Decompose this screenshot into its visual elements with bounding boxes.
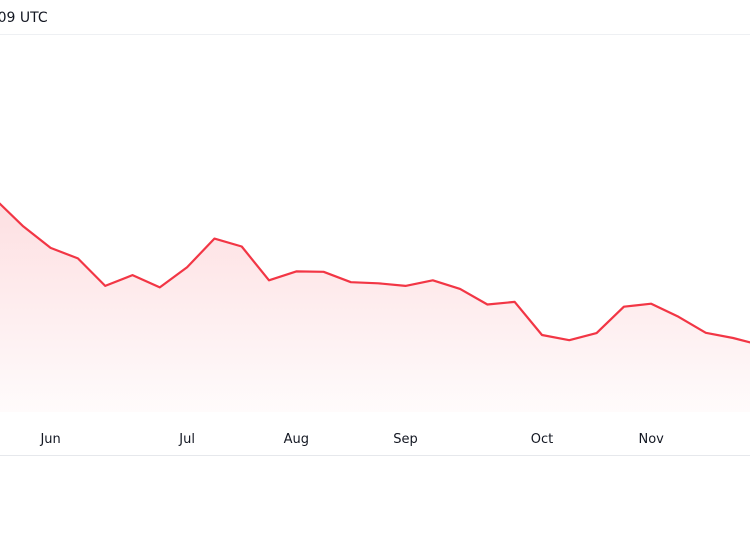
header-divider <box>0 34 750 35</box>
x-axis: Jun Jul Aug Sep Oct Nov <box>39 432 664 447</box>
timestamp-label: 1:09 UTC <box>0 10 48 26</box>
axis-divider <box>0 455 750 456</box>
x-tick-label: Aug <box>284 432 309 447</box>
x-tick-label: Oct <box>531 432 553 447</box>
area-fill <box>0 203 750 412</box>
price-line <box>0 202 750 344</box>
x-tick-label: Jun <box>39 432 60 447</box>
x-tick-label: Nov <box>639 432 665 447</box>
x-tick-label: Jul <box>178 432 195 447</box>
plot-area <box>0 202 750 412</box>
price-chart[interactable]: Jun Jul Aug Sep Oct Nov <box>0 0 750 460</box>
x-tick-label: Sep <box>393 432 418 447</box>
